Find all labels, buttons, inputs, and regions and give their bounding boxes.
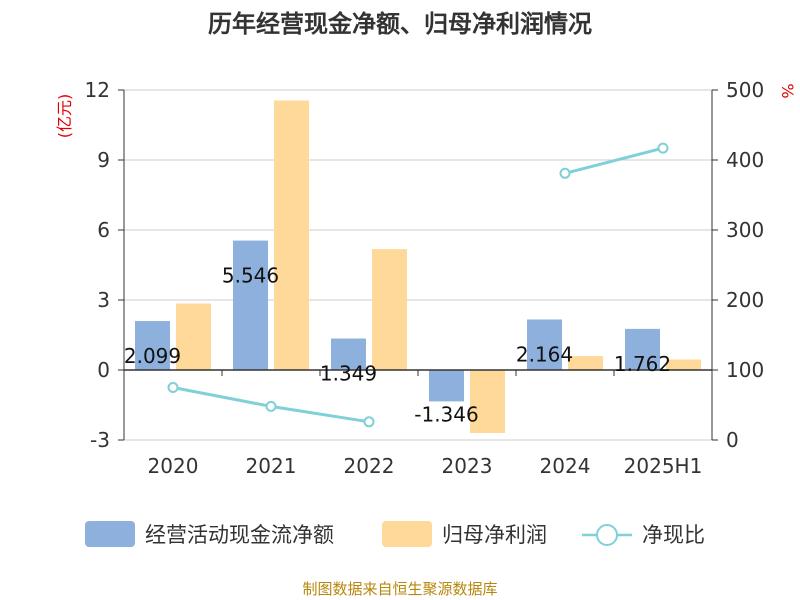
- ratio-point-2025h1: [657, 142, 669, 154]
- cashflow-data-label: 2.164: [516, 343, 573, 367]
- netprofit-bar-2023: [470, 370, 505, 433]
- legend-label-netprofit: 归母净利润: [442, 523, 547, 547]
- right-tick-label: 500: [726, 78, 764, 102]
- cashflow-data-label: -1.346: [414, 402, 478, 426]
- right-tick-label: 200: [726, 288, 764, 312]
- cashflow-bar-2025h1: [625, 328, 660, 370]
- netprofit-bar-2021: [274, 100, 309, 370]
- line-layer: [167, 142, 669, 428]
- cashflow-bar-2023: [429, 370, 464, 402]
- category-label: 2020: [148, 454, 199, 478]
- cashflow-data-label: 1.349: [320, 362, 377, 386]
- bars-layer: [135, 100, 701, 433]
- cashflow-bar-2020: [135, 321, 170, 370]
- category-label: 2024: [540, 454, 591, 478]
- left-tick-label: 3: [97, 288, 110, 312]
- right-tick-label: 0: [726, 428, 739, 452]
- grid-lines: [124, 89, 712, 441]
- left-axis-unit: (亿元): [55, 94, 74, 139]
- ratio-point-2022: [363, 416, 375, 428]
- cashflow-bar-2024: [527, 319, 562, 370]
- netprofit-bar-2020: [176, 303, 211, 370]
- left-tick-label: 6: [97, 218, 110, 242]
- right-tick-label: 100: [726, 358, 764, 382]
- cashflow-data-label: 1.762: [614, 352, 671, 376]
- category-label: 2022: [344, 454, 395, 478]
- netprofit-bar-2025h1: [666, 359, 701, 370]
- legend-swatch-netprofit: [382, 521, 432, 547]
- ratio-point-2020: [167, 382, 179, 393]
- category-label: 2025H1: [624, 454, 703, 478]
- cashflow-data-label: 2.099: [124, 344, 181, 368]
- category-label: 2021: [246, 454, 297, 478]
- category-label: 2023: [442, 454, 493, 478]
- right-tick-label: 300: [726, 218, 764, 242]
- cashflow-data-label: 5.546: [222, 264, 279, 288]
- right-axis-unit: %: [778, 83, 797, 98]
- left-tick-label: 0: [97, 358, 110, 382]
- source-note: 制图数据来自恒生聚源数据库: [302, 580, 497, 598]
- legend: 经营活动现金流净额 归母净利润 净现比: [85, 521, 705, 547]
- ratio-line-segment: [564, 146, 664, 175]
- legend-label-ratio: 净现比: [642, 523, 705, 547]
- data-labels-layer: 2.099 5.546 1.349 -1.346 2.164 1.762: [124, 264, 671, 427]
- legend-swatch-cashflow: [85, 521, 135, 547]
- legend-label-cashflow: 经营活动现金流净额: [145, 523, 334, 547]
- ratio-point-2021: [265, 400, 277, 412]
- axes-layer: -3 0 3 6 9 12 0 100 200 300 400 500 2020 2021 2022 2023…: [85, 78, 765, 478]
- cashflow-bar-2022: [331, 338, 366, 370]
- left-tick-label: -3: [90, 428, 110, 452]
- ratio-point-2024: [559, 167, 571, 179]
- right-tick-label: 400: [726, 148, 764, 172]
- cashflow-bar-2021: [233, 240, 268, 370]
- left-tick-label: 9: [97, 148, 110, 172]
- left-tick-label: 12: [85, 78, 110, 102]
- legend-marker-ratio: [596, 524, 618, 546]
- netprofit-bar-2022: [372, 249, 407, 370]
- chart-title: 历年经营现金净额、归母净利润情况: [208, 10, 592, 38]
- netprofit-bar-2024: [568, 356, 603, 370]
